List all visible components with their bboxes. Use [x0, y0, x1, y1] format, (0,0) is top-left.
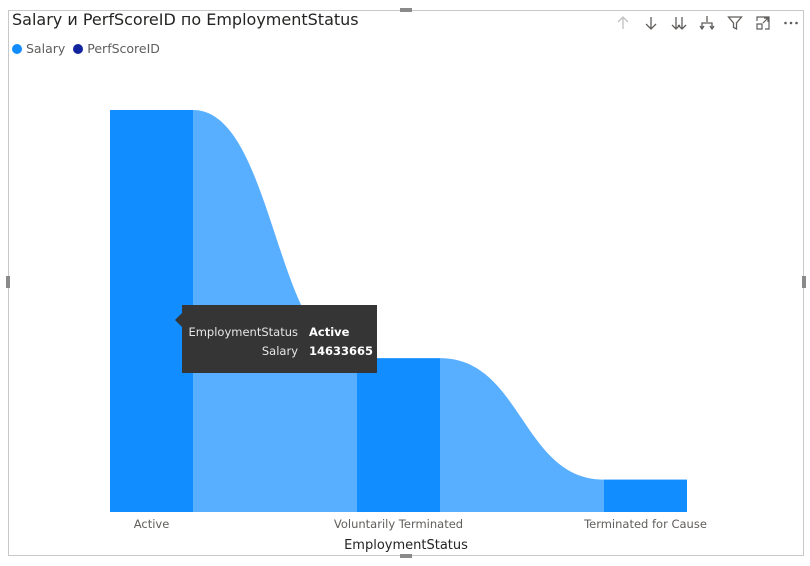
x-tick-label: Terminated for Cause: [583, 517, 707, 531]
legend-dot-perfscoreid: [73, 43, 84, 54]
filter-icon[interactable]: [724, 12, 746, 34]
x-tick-label: Voluntarily Terminated: [334, 517, 463, 531]
resize-handle-bottom[interactable]: [400, 554, 412, 558]
legend-dot-salary: [12, 43, 22, 54]
resize-handle-right[interactable]: [802, 276, 806, 288]
ribbon-connector[interactable]: [440, 358, 604, 512]
ribbon-bar[interactable]: [604, 479, 687, 512]
more-options-icon[interactable]: [780, 12, 802, 34]
tooltip-value: Active: [309, 325, 350, 339]
data-tooltip: EmploymentStatus Active Salary 14633665: [175, 305, 377, 373]
tooltip-key: EmploymentStatus: [188, 325, 298, 339]
drill-up-icon[interactable]: [612, 12, 634, 34]
visual-header-toolbar: [612, 12, 802, 34]
expand-all-icon[interactable]: [668, 12, 690, 34]
chart-legend: Salary PerfScoreID: [12, 41, 160, 56]
ribbon-bar[interactable]: [110, 110, 193, 512]
tooltip-key: Salary: [261, 344, 298, 358]
x-tick-label: Active: [134, 517, 170, 531]
tooltip-value: 14633665: [309, 344, 374, 358]
resize-handle-top[interactable]: [400, 8, 412, 12]
drill-down-icon[interactable]: [640, 12, 662, 34]
focus-mode-icon[interactable]: [752, 12, 774, 34]
tooltip-row: EmploymentStatus Active: [182, 323, 377, 342]
legend-item-perfscoreid[interactable]: PerfScoreID: [73, 41, 160, 56]
ribbon-bar[interactable]: [357, 358, 440, 512]
visual-title: Salary и PerfScoreID по EmploymentStatus: [12, 10, 359, 29]
expand-next-level-icon[interactable]: [696, 12, 718, 34]
x-axis-title: EmploymentStatus: [344, 538, 468, 553]
legend-label-salary: Salary: [26, 41, 66, 56]
resize-handle-left[interactable]: [6, 276, 10, 288]
legend-label-perfscoreid: PerfScoreID: [87, 41, 160, 56]
legend-item-salary[interactable]: Salary: [12, 41, 65, 56]
tooltip-row: Salary 14633665: [182, 342, 377, 361]
